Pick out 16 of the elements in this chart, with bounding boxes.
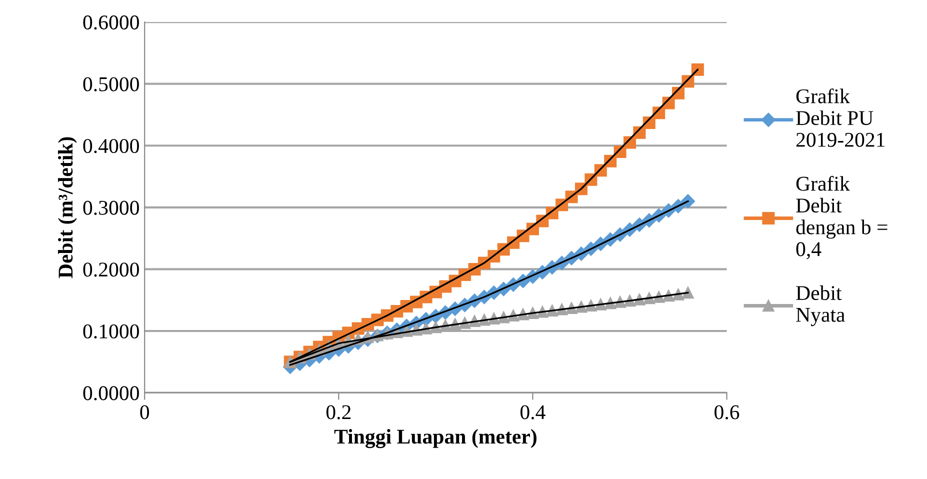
x-tick-label: 0.4: [520, 405, 546, 420]
y-axis-title: Debit (m³/detik): [58, 137, 77, 278]
legend-label: Grafik Debit dengan b = 0,4: [796, 176, 888, 260]
x-axis-title: Tinggi Luapan (meter): [334, 429, 536, 448]
y-tick-label: 0.3000: [83, 200, 139, 215]
y-tick-label: 0.4000: [83, 138, 139, 154]
y-tick-label: 0.6000: [83, 15, 139, 30]
y-tick-label: 0.2000: [83, 262, 139, 277]
x-tick-label: 0: [140, 405, 150, 420]
x-tick-label: 0.2: [326, 405, 351, 420]
x-tick-label: 0.6: [714, 405, 740, 420]
y-tick-label: 0.1000: [83, 324, 139, 339]
legend-label: Debit Nyata: [796, 285, 845, 326]
y-tick-label: 0.5000: [83, 77, 139, 92]
legend-label: Grafik Debit PU 2019-2021: [796, 88, 885, 147]
y-tick-label: 0.0000: [83, 386, 139, 400]
